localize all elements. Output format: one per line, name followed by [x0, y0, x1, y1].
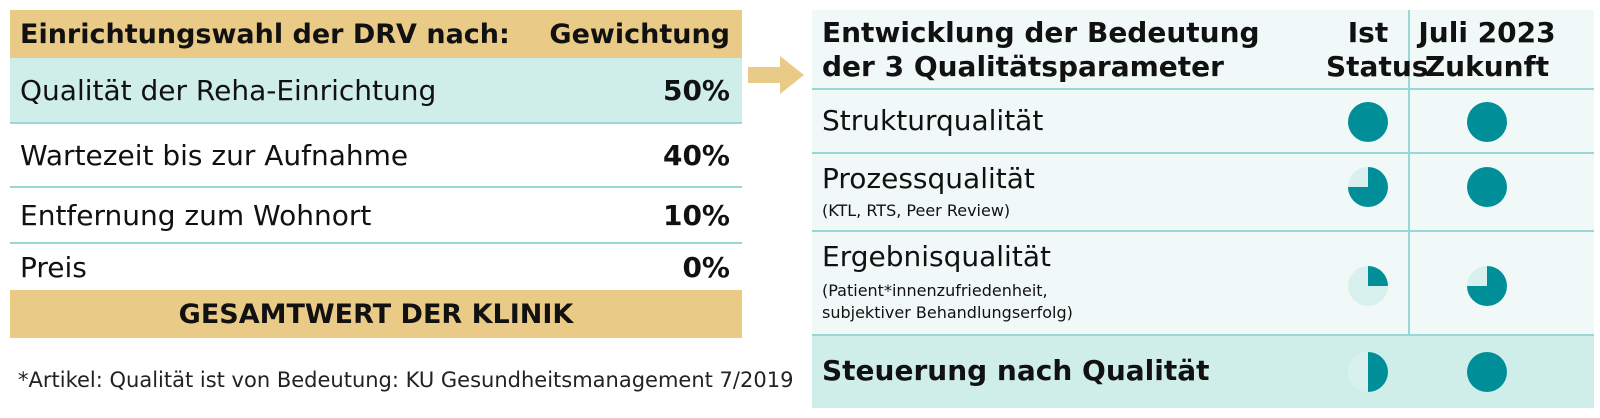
pie-fill [1467, 352, 1507, 392]
pie-prozessqualitaet-ist [1348, 167, 1388, 207]
source-footnote: *Artikel: Qualität ist von Bedeutung: KU… [18, 368, 794, 392]
pie-fill [1368, 352, 1388, 392]
weighting-row-label: Wartezeit bis zur Aufnahme [20, 138, 409, 172]
total-value-label: GESAMTWERT DER KLINIK [178, 298, 574, 330]
column-divider [1408, 10, 1410, 408]
total-value-bar: GESAMTWERT DER KLINIK [10, 290, 742, 338]
row-label: Strukturqualität [822, 104, 1044, 137]
column-header-ist-line2: Status [1326, 50, 1429, 83]
weighting-row-label: Preis [20, 250, 87, 284]
pie-strukturqualitaet-ist [1348, 102, 1388, 142]
column-header-ist-line1: Ist [1347, 16, 1389, 49]
row-sublabel-2: subjektiver Behandlungserfolg) [822, 303, 1073, 322]
pie-fill [1348, 102, 1388, 142]
pie-steuerung-ist [1348, 352, 1388, 392]
column-header-zukunft-line1: Juli 2023 [1418, 16, 1556, 49]
weighting-row-qualitaet: Qualität der Reha-Einrichtung 50% [10, 58, 742, 124]
pie-strukturqualitaet-zukunft [1467, 102, 1507, 142]
row-label: Prozessqualität [822, 162, 1035, 195]
row-sublabel: (KTL, RTS, Peer Review) [822, 201, 1011, 220]
pie-ergebnisqualitaet-zukunft [1467, 266, 1507, 306]
weighting-row-wartezeit: Wartezeit bis zur Aufnahme 40% [10, 124, 742, 188]
quality-table-title-line2: der 3 Qualitätsparameter [822, 50, 1224, 83]
row-sublabel: (Patient*innenzufriedenheit, [822, 281, 1048, 300]
row-label: Ergebnisqualität [822, 240, 1051, 273]
column-header-zukunft-line2: Zukunft [1424, 50, 1550, 83]
weighting-row-value: 10% [662, 198, 730, 232]
arrow-right-icon [748, 56, 804, 94]
column-header-ist-status: Ist Status [1326, 16, 1429, 84]
quality-table-title: Entwicklung der Bedeutung der 3 Qualität… [822, 16, 1260, 84]
quality-table-header: Entwicklung der Bedeutung der 3 Qualität… [812, 10, 1594, 90]
pie-fill [1467, 266, 1507, 306]
weighting-header-value: Gewichtung [549, 18, 730, 50]
weighting-row-value: 50% [662, 73, 730, 107]
row-strukturqualitaet: Strukturqualität [812, 90, 1594, 154]
column-header-zukunft: Juli 2023 Zukunft [1412, 16, 1562, 84]
pie-steuerung-zukunft [1467, 352, 1507, 392]
weighting-row-label: Entfernung zum Wohnort [20, 198, 372, 232]
drv-weighting-table: Einrichtungswahl der DRV nach: Gewichtun… [10, 10, 742, 338]
weighting-row-value: 40% [662, 138, 730, 172]
quality-parameter-table: Entwicklung der Bedeutung der 3 Qualität… [812, 10, 1594, 408]
pie-prozessqualitaet-zukunft [1467, 167, 1507, 207]
weighting-row-preis: Preis 0% [10, 244, 742, 290]
row-steuerung: Steuerung nach Qualität [812, 336, 1594, 408]
pie-fill [1368, 266, 1388, 286]
weighting-row-value: 0% [682, 250, 730, 284]
row-prozessqualitaet: Prozessqualität (KTL, RTS, Peer Review) [812, 154, 1594, 232]
quality-table-title-line1: Entwicklung der Bedeutung [822, 16, 1260, 49]
weighting-row-label: Qualität der Reha-Einrichtung [20, 73, 437, 107]
pie-fill [1467, 167, 1507, 207]
row-ergebnisqualitaet: Ergebnisqualität (Patient*innenzufrieden… [812, 232, 1594, 336]
row-label: Steuerung nach Qualität [822, 354, 1210, 387]
pie-fill [1467, 102, 1507, 142]
pie-ergebnisqualitaet-ist [1348, 266, 1388, 306]
weighting-row-entfernung: Entfernung zum Wohnort 10% [10, 188, 742, 244]
weighting-header: Einrichtungswahl der DRV nach: Gewichtun… [10, 10, 742, 58]
weighting-header-label: Einrichtungswahl der DRV nach: [20, 18, 510, 50]
pie-fill [1348, 167, 1388, 207]
